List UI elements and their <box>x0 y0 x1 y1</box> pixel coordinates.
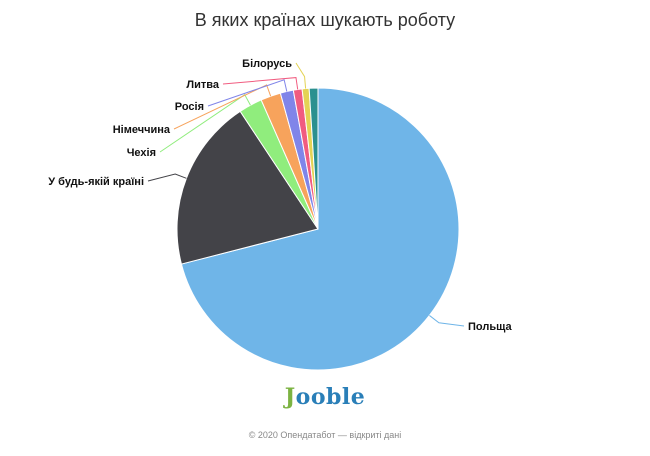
connector-line <box>295 62 307 89</box>
slice-label: Чехія <box>127 147 156 159</box>
connector-line <box>173 84 272 130</box>
connector-line <box>207 79 288 107</box>
slice-label: Росія <box>175 101 204 113</box>
slice-label: Польща <box>468 321 513 333</box>
logo-initial: J <box>284 384 296 410</box>
connector-line <box>429 315 465 327</box>
slice-label: Литва <box>186 79 219 91</box>
pie-slice[interactable] <box>308 87 319 230</box>
pie-slice[interactable] <box>176 110 319 265</box>
footer-credit: © 2020 Опендатабот — відкриті дані <box>248 430 402 440</box>
connector-line <box>159 93 251 153</box>
connector-line <box>222 77 299 90</box>
slice-label: Білорусь <box>242 58 292 70</box>
slice-label: У будь-якій країні <box>48 176 144 188</box>
logo-text: ooble <box>295 384 366 410</box>
slice-label: Німеччина <box>113 124 171 136</box>
chart-title: В яких країнах шукають роботу <box>194 10 456 30</box>
connector-line <box>147 173 187 182</box>
jooble-logo: Jooble <box>0 384 650 410</box>
